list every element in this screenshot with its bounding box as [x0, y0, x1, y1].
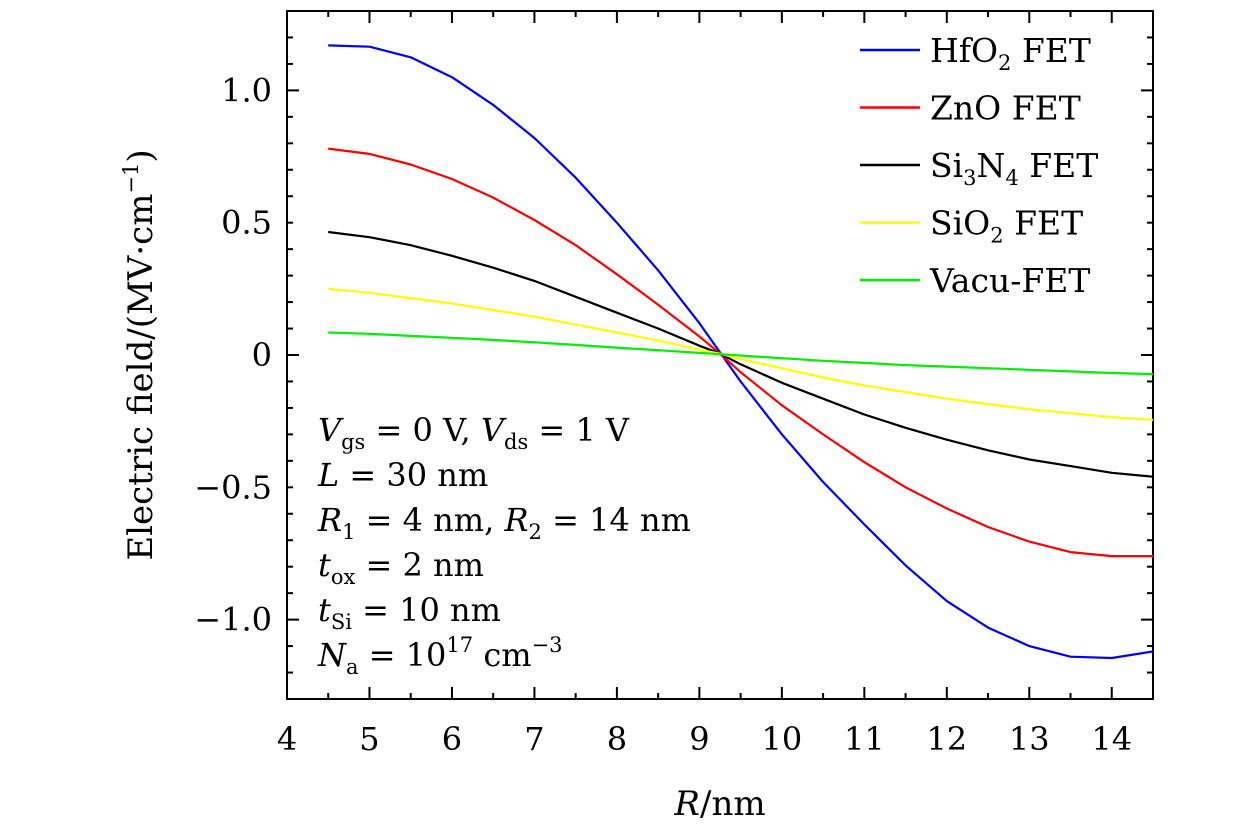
series-lines: [328, 44, 1154, 660]
annotation-radii: R1 = 4 nm, R2 = 14 nm: [317, 501, 691, 544]
y-tick-label: 0: [252, 336, 272, 374]
x-ticks: [286, 11, 1154, 699]
annotation-bias: Vgs = 0 V, Vds = 1 V: [318, 411, 630, 454]
x-tick-label: 9: [689, 720, 709, 758]
annotation-oxide-thickness: tox = 2 nm: [318, 546, 484, 589]
y-tick-label: 0.5: [221, 204, 272, 242]
x-tick-label: 10: [761, 720, 802, 758]
x-tick-label: 11: [844, 720, 885, 758]
y-ticks: [287, 10, 1153, 700]
y-tick-label: −0.5: [194, 468, 272, 506]
annotation-si-thickness: tSi = 10 nm: [318, 591, 501, 634]
x-axis-var: R: [673, 784, 700, 824]
x-tick-label: 7: [524, 720, 544, 758]
series-line-si3n4-fet: [328, 230, 1154, 478]
legend-label: HfO2 FET: [930, 31, 1091, 75]
y-tick-label: −1.0: [194, 601, 272, 639]
series-line-hfo2-fet: [328, 44, 1154, 660]
legend-label: Vacu-FET: [929, 261, 1090, 300]
y-tick-label: 1.0: [221, 71, 272, 109]
series-line-vacu-fet: [328, 331, 1154, 376]
annotation-length: L = 30 nm: [317, 456, 488, 494]
y-axis-title: Electric field/(MV·cm−1): [119, 149, 161, 560]
annotation-doping: Na = 1017 cm−3: [317, 633, 563, 679]
y-axis-exponent: −1: [119, 163, 143, 194]
y-axis-close: ): [121, 149, 161, 162]
y-axis-label: Electric field/(MV·cm: [121, 194, 161, 561]
x-tick-label: 4: [277, 720, 297, 758]
legend-label: ZnO FET: [930, 89, 1081, 128]
annotation-block: Vgs = 0 V, Vds = 1 V L = 30 nm R1 = 4 nm…: [317, 411, 691, 679]
legend-label: Si3N4 FET: [930, 146, 1098, 190]
x-tick-label: 12: [926, 720, 967, 758]
x-tick-label: 5: [359, 720, 379, 758]
x-tick-label: 6: [442, 720, 462, 758]
y-tick-labels: 1.0 0.5 0 −0.5 −1.0: [194, 71, 272, 638]
x-tick-labels: 4 5 6 7 8 9 10 11 12 13 14: [277, 720, 1132, 758]
legend-label: SiO2 FET: [930, 204, 1083, 248]
x-axis-unit: /nm: [700, 784, 766, 824]
legend: HfO2 FET ZnO FET Si3N4 FET SiO2 FET Vacu-FET: [860, 31, 1098, 300]
x-tick-label: 14: [1091, 720, 1132, 758]
x-tick-label: 13: [1009, 720, 1050, 758]
x-axis-title: R/nm: [673, 784, 765, 824]
x-tick-label: 8: [607, 720, 627, 758]
series-line-sio2-fet: [328, 287, 1154, 421]
series-line-zno-fet: [328, 147, 1153, 558]
